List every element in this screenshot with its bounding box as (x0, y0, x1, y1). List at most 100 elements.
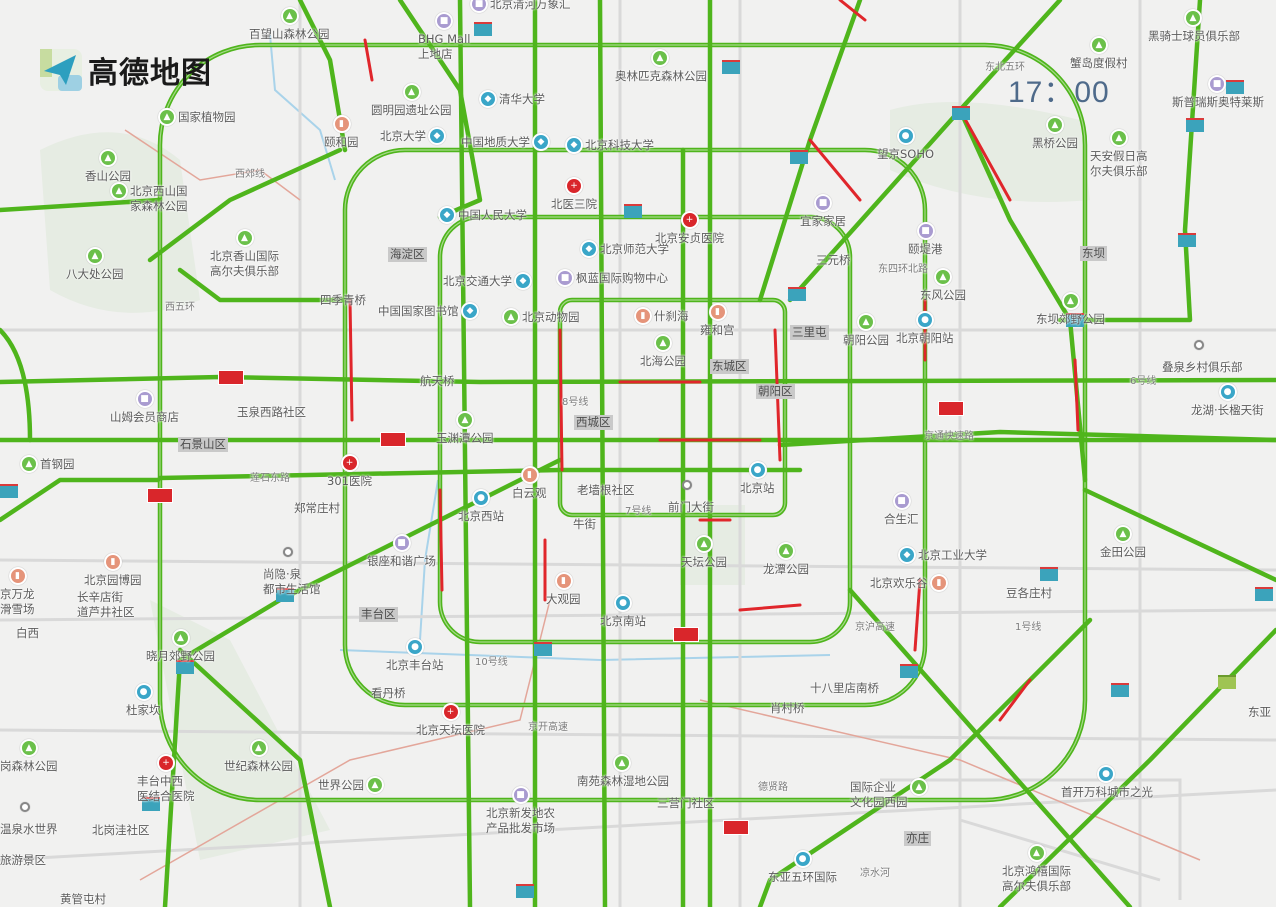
station-icon[interactable]: ● (748, 461, 767, 479)
heritage-icon[interactable]: ▮ (930, 574, 948, 592)
mall-icon[interactable]: ■ (1208, 75, 1226, 93)
poi-label[interactable]: 北岗洼社区 (92, 823, 150, 837)
mall-icon[interactable]: ■ (511, 786, 530, 804)
hospital-icon[interactable]: + (565, 177, 583, 195)
poi-label[interactable]: 清华大学 (499, 92, 545, 106)
poi-label[interactable]: 叠泉乡村俱乐部 (1162, 360, 1243, 374)
heritage-icon[interactable]: ▮ (708, 303, 727, 321)
poi-label[interactable]: 北京站 (740, 481, 775, 495)
poi-label[interactable]: 龙湖·长楹天街 (1191, 403, 1264, 417)
hospital-icon[interactable]: + (340, 454, 359, 472)
poi-label[interactable]: 北京安贞医院 (655, 231, 724, 245)
park-icon[interactable]: ▲ (402, 83, 421, 101)
poi-label[interactable]: 三营门社区 (657, 796, 715, 810)
poi-label[interactable]: 金田公园 (1100, 545, 1146, 559)
traffic-camera-marker[interactable] (673, 627, 699, 642)
park-icon[interactable]: ▲ (857, 313, 875, 331)
station-icon[interactable]: ● (916, 311, 934, 329)
poi-label[interactable]: 杜家坎 (126, 703, 161, 717)
poi-label[interactable]: 百望山森林公园 (249, 27, 330, 41)
poi-label[interactable]: 北京欢乐谷 (870, 576, 928, 590)
park-icon[interactable]: ▲ (1184, 9, 1202, 27)
poi-label[interactable]: 蟹岛度假村 (1070, 56, 1128, 70)
station-icon[interactable]: ● (1097, 765, 1115, 783)
park-icon[interactable]: ▲ (502, 308, 520, 326)
dot-icon[interactable] (682, 480, 692, 490)
poi-label[interactable]: 龙潭公园 (763, 562, 809, 576)
station-icon[interactable]: ● (793, 850, 812, 868)
poi-label[interactable]: 首开万科城市之光 (1061, 785, 1153, 799)
hospital-icon[interactable]: + (680, 211, 699, 229)
poi-label[interactable]: 北京南站 (600, 614, 646, 628)
park-icon[interactable]: ▲ (1114, 525, 1132, 543)
poi-label[interactable]: 首钢园 (40, 457, 75, 471)
park-icon[interactable]: ▲ (86, 247, 104, 265)
park-icon[interactable]: ▲ (20, 455, 38, 473)
poi-label[interactable]: 北京园博园 (84, 573, 142, 587)
poi-label[interactable]: 天坛公园 (681, 555, 727, 569)
poi-label[interactable]: 南苑森林湿地公园 (577, 774, 669, 788)
poi-label[interactable]: 北京师范大学 (600, 242, 669, 256)
school-icon[interactable]: ◆ (565, 136, 583, 154)
poi-label[interactable]: 北京天坛医院 (416, 723, 485, 737)
poi-label[interactable]: 奥林匹克森林公园 (615, 69, 707, 83)
school-icon[interactable]: ◆ (438, 206, 456, 224)
school-icon[interactable]: ◆ (898, 546, 916, 564)
park-icon[interactable]: ▲ (654, 334, 672, 352)
traffic-camera-marker[interactable] (147, 488, 173, 503)
poi-label[interactable]: 看丹桥 (371, 686, 406, 700)
poi-label[interactable]: 牛街 (573, 517, 596, 531)
poi-label[interactable]: 十八里店南桥 (810, 681, 879, 695)
heritage-icon[interactable]: ▮ (554, 572, 573, 590)
park-icon[interactable]: ▲ (456, 411, 474, 429)
dot-icon[interactable] (20, 802, 30, 812)
school-icon[interactable]: ◆ (514, 272, 532, 290)
poi-label[interactable]: 北京新发地农 产品批发市场 (486, 806, 555, 835)
poi-label[interactable]: 丰台中西 医结合医院 (137, 774, 195, 803)
traffic-camera-marker[interactable] (380, 432, 406, 447)
poi-label[interactable]: 北京动物园 (522, 310, 580, 324)
poi-label[interactable]: 长辛店街 道芦井社区 (77, 590, 135, 619)
station-icon[interactable]: ● (896, 127, 915, 145)
poi-label[interactable]: 四季青桥 (320, 293, 366, 307)
mall-icon[interactable]: ■ (892, 492, 911, 510)
school-icon[interactable]: ◆ (479, 90, 497, 108)
heritage-icon[interactable]: ▮ (634, 307, 652, 325)
poi-label[interactable]: 玉渊潭公园 (436, 431, 494, 445)
poi-label[interactable]: 郑常庄村 (294, 501, 340, 515)
poi-label[interactable]: 雍和宫 (700, 323, 735, 337)
poi-label[interactable]: 北京科技大学 (585, 138, 654, 152)
park-icon[interactable]: ▲ (366, 776, 384, 794)
poi-label[interactable]: 玉泉西路社区 (237, 405, 306, 419)
poi-label[interactable]: 朝阳公园 (843, 333, 889, 347)
park-icon[interactable]: ▲ (910, 778, 928, 796)
poi-label[interactable]: 前门大街 (668, 500, 714, 514)
park-icon[interactable]: ▲ (158, 108, 176, 126)
poi-label[interactable]: 中国地质大学 (461, 135, 530, 149)
heritage-icon[interactable]: ▮ (520, 466, 539, 484)
poi-label[interactable]: 黑骑士球员俱乐部 (1148, 29, 1240, 43)
hospital-icon[interactable]: + (157, 754, 175, 772)
poi-label[interactable]: 世界公园 (318, 778, 364, 792)
poi-label[interactable]: 山姆会员商店 (110, 410, 179, 424)
poi-label[interactable]: 岗森林公园 (0, 759, 58, 773)
park-icon[interactable]: ▲ (1061, 292, 1080, 310)
poi-label[interactable]: 京万龙 滑雪场 (0, 587, 35, 616)
station-icon[interactable]: ● (614, 594, 632, 612)
park-icon[interactable]: ▲ (20, 739, 38, 757)
poi-label[interactable]: 什刹海 (654, 309, 689, 323)
poi-label[interactable]: 晓月郊野公园 (146, 649, 215, 663)
poi-label[interactable]: 八大处公园 (66, 267, 124, 281)
poi-label[interactable]: 北京工业大学 (918, 548, 987, 562)
poi-label[interactable]: 合生汇 (884, 512, 919, 526)
traffic-camera-marker[interactable] (723, 820, 749, 835)
poi-label[interactable]: 北京丰台站 (386, 658, 444, 672)
mall-icon[interactable]: ■ (470, 0, 488, 13)
poi-label[interactable]: 东亚五环国际 (768, 870, 837, 884)
poi-label[interactable]: 天安假日高 尔夫俱乐部 (1090, 149, 1148, 178)
park-icon[interactable]: ▲ (280, 7, 299, 25)
poi-label[interactable]: BHG Mall 上地店 (418, 32, 471, 61)
poi-label[interactable]: 银座和谐广场 (367, 554, 436, 568)
park-icon[interactable]: ▲ (613, 754, 631, 772)
